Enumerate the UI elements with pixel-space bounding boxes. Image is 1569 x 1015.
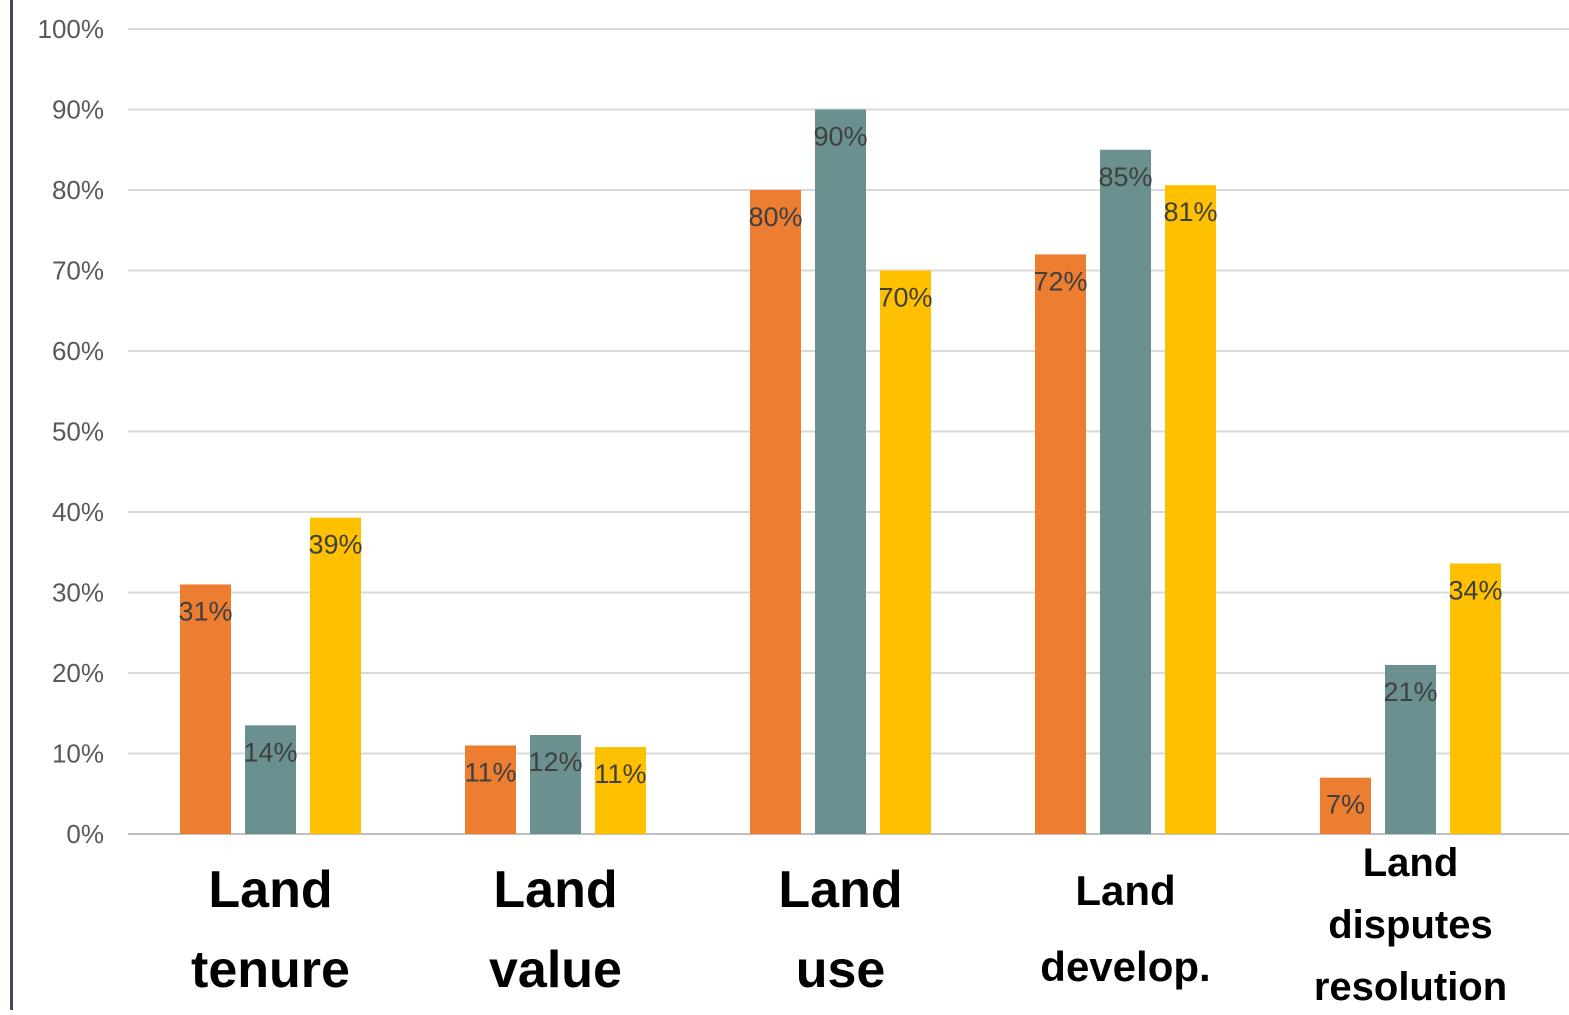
bar	[465, 745, 516, 834]
bar	[750, 190, 801, 834]
bar-value-label: 34%	[1448, 576, 1502, 606]
category-label-line: disputes	[1328, 903, 1492, 947]
bar	[1100, 149, 1151, 834]
y-tick-label: 90%	[52, 95, 104, 125]
data-labels: 31% 14% 39% 11% 12% 11% 80% 90% 70% 72% 85% 81% 7% 21…	[178, 122, 1502, 820]
bar-value-label: 14%	[243, 737, 297, 767]
bar-value-label: 81%	[1163, 197, 1217, 227]
y-tick-label: 80%	[52, 175, 104, 205]
y-tick-label: 70%	[52, 256, 104, 286]
category-label: Land tenure	[191, 861, 350, 999]
bar-value-label: 31%	[178, 596, 232, 626]
category-label: Land use	[778, 861, 902, 999]
bar	[595, 747, 646, 834]
y-axis-tick-labels: 0% 10% 20% 30% 40% 50% 60% 70% 80% 90% 100%	[38, 14, 105, 849]
category-label-line: Land	[1363, 841, 1459, 885]
bar	[1320, 777, 1371, 834]
bar-value-label: 7%	[1326, 790, 1365, 820]
category-label-line: value	[489, 941, 622, 999]
bar-value-label: 21%	[1383, 677, 1437, 707]
bar-value-label: 39%	[308, 530, 362, 560]
category-label-line: develop.	[1040, 943, 1210, 990]
bar	[880, 270, 931, 834]
bar-value-label: 11%	[464, 757, 516, 787]
bar	[245, 725, 296, 834]
y-tick-label: 60%	[52, 336, 104, 366]
bar	[1385, 664, 1436, 834]
y-tick-label: 30%	[52, 578, 104, 608]
bar	[180, 584, 231, 834]
bars	[180, 109, 1501, 835]
y-tick-label: 0%	[66, 819, 104, 849]
bar	[1450, 563, 1501, 834]
category-label: Land disputes resolution	[1314, 841, 1507, 1009]
bar-value-label: 72%	[1033, 266, 1087, 296]
left-border	[10, 0, 13, 1010]
category-label-line: tenure	[191, 941, 350, 999]
bar-value-label: 11%	[594, 759, 646, 789]
category-label: Land value	[489, 861, 622, 999]
category-label-line: use	[796, 941, 886, 999]
y-tick-label: 100%	[38, 14, 105, 44]
y-tick-label: 10%	[52, 739, 104, 769]
bar	[1035, 254, 1086, 834]
category-label-line: Land	[493, 861, 617, 919]
bar-value-label: 70%	[878, 283, 932, 313]
category-label-line: Land	[778, 861, 902, 919]
category-label-line: Land	[1075, 867, 1175, 914]
y-tick-label: 20%	[52, 658, 104, 688]
bar	[815, 109, 866, 834]
category-label-line: resolution	[1314, 965, 1507, 1009]
category-label: Land develop.	[1040, 867, 1210, 990]
y-tick-label: 40%	[52, 497, 104, 527]
y-tick-label: 50%	[52, 417, 104, 447]
bar	[1165, 185, 1216, 835]
category-label-line: Land	[208, 861, 332, 919]
bar-value-label: 80%	[748, 202, 802, 232]
bar-value-label: 85%	[1098, 162, 1152, 192]
bar	[530, 734, 581, 834]
bar-value-label: 90%	[813, 122, 867, 152]
bar-value-label: 12%	[528, 747, 582, 777]
bar	[310, 517, 361, 834]
